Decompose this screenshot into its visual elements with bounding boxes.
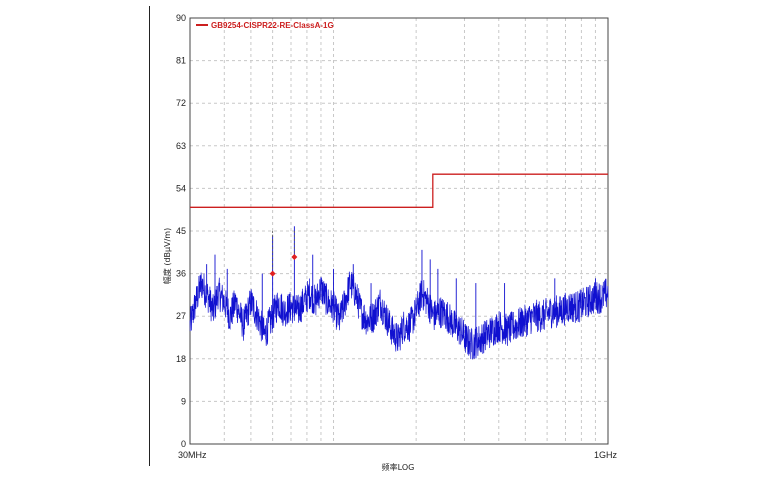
plot-area-border [189,17,609,445]
y-tick-label: 27 [176,311,186,321]
y-tick-label: 72 [176,98,186,108]
limit-line [190,173,608,208]
y-tick-label: 0 [181,439,186,449]
legend: GB9254-CISPR22-RE-ClassA-1G [196,21,334,30]
left-frame-line [149,6,150,466]
y-tick-label: 90 [176,13,186,23]
series-layer [189,173,609,360]
peak-marker [291,254,298,261]
y-tick-label: 81 [176,56,186,66]
x-tick-label: 30MHz [178,450,207,460]
y-tick-label: 9 [181,396,186,406]
x-axis-title: 频率LOG [382,462,415,472]
marker-layer [269,231,298,277]
y-tick-label: 18 [176,354,186,364]
y-tick-label: 54 [176,183,186,193]
y-tick-label: 45 [176,226,186,236]
peak-marker [269,270,276,277]
y-tick-label: 63 [176,141,186,151]
y-axis-title: 幅度 (dBμV/m) [162,228,172,284]
y-tick-label: 36 [176,269,186,279]
grid-lines [190,17,608,445]
measurement-trace [189,271,609,360]
legend-limit-label: GB9254-CISPR22-RE-ClassA-1G [211,21,334,30]
x-tick-labels: 30MHz 1GHz [178,450,618,460]
x-tick-label: 1GHz [594,450,618,460]
